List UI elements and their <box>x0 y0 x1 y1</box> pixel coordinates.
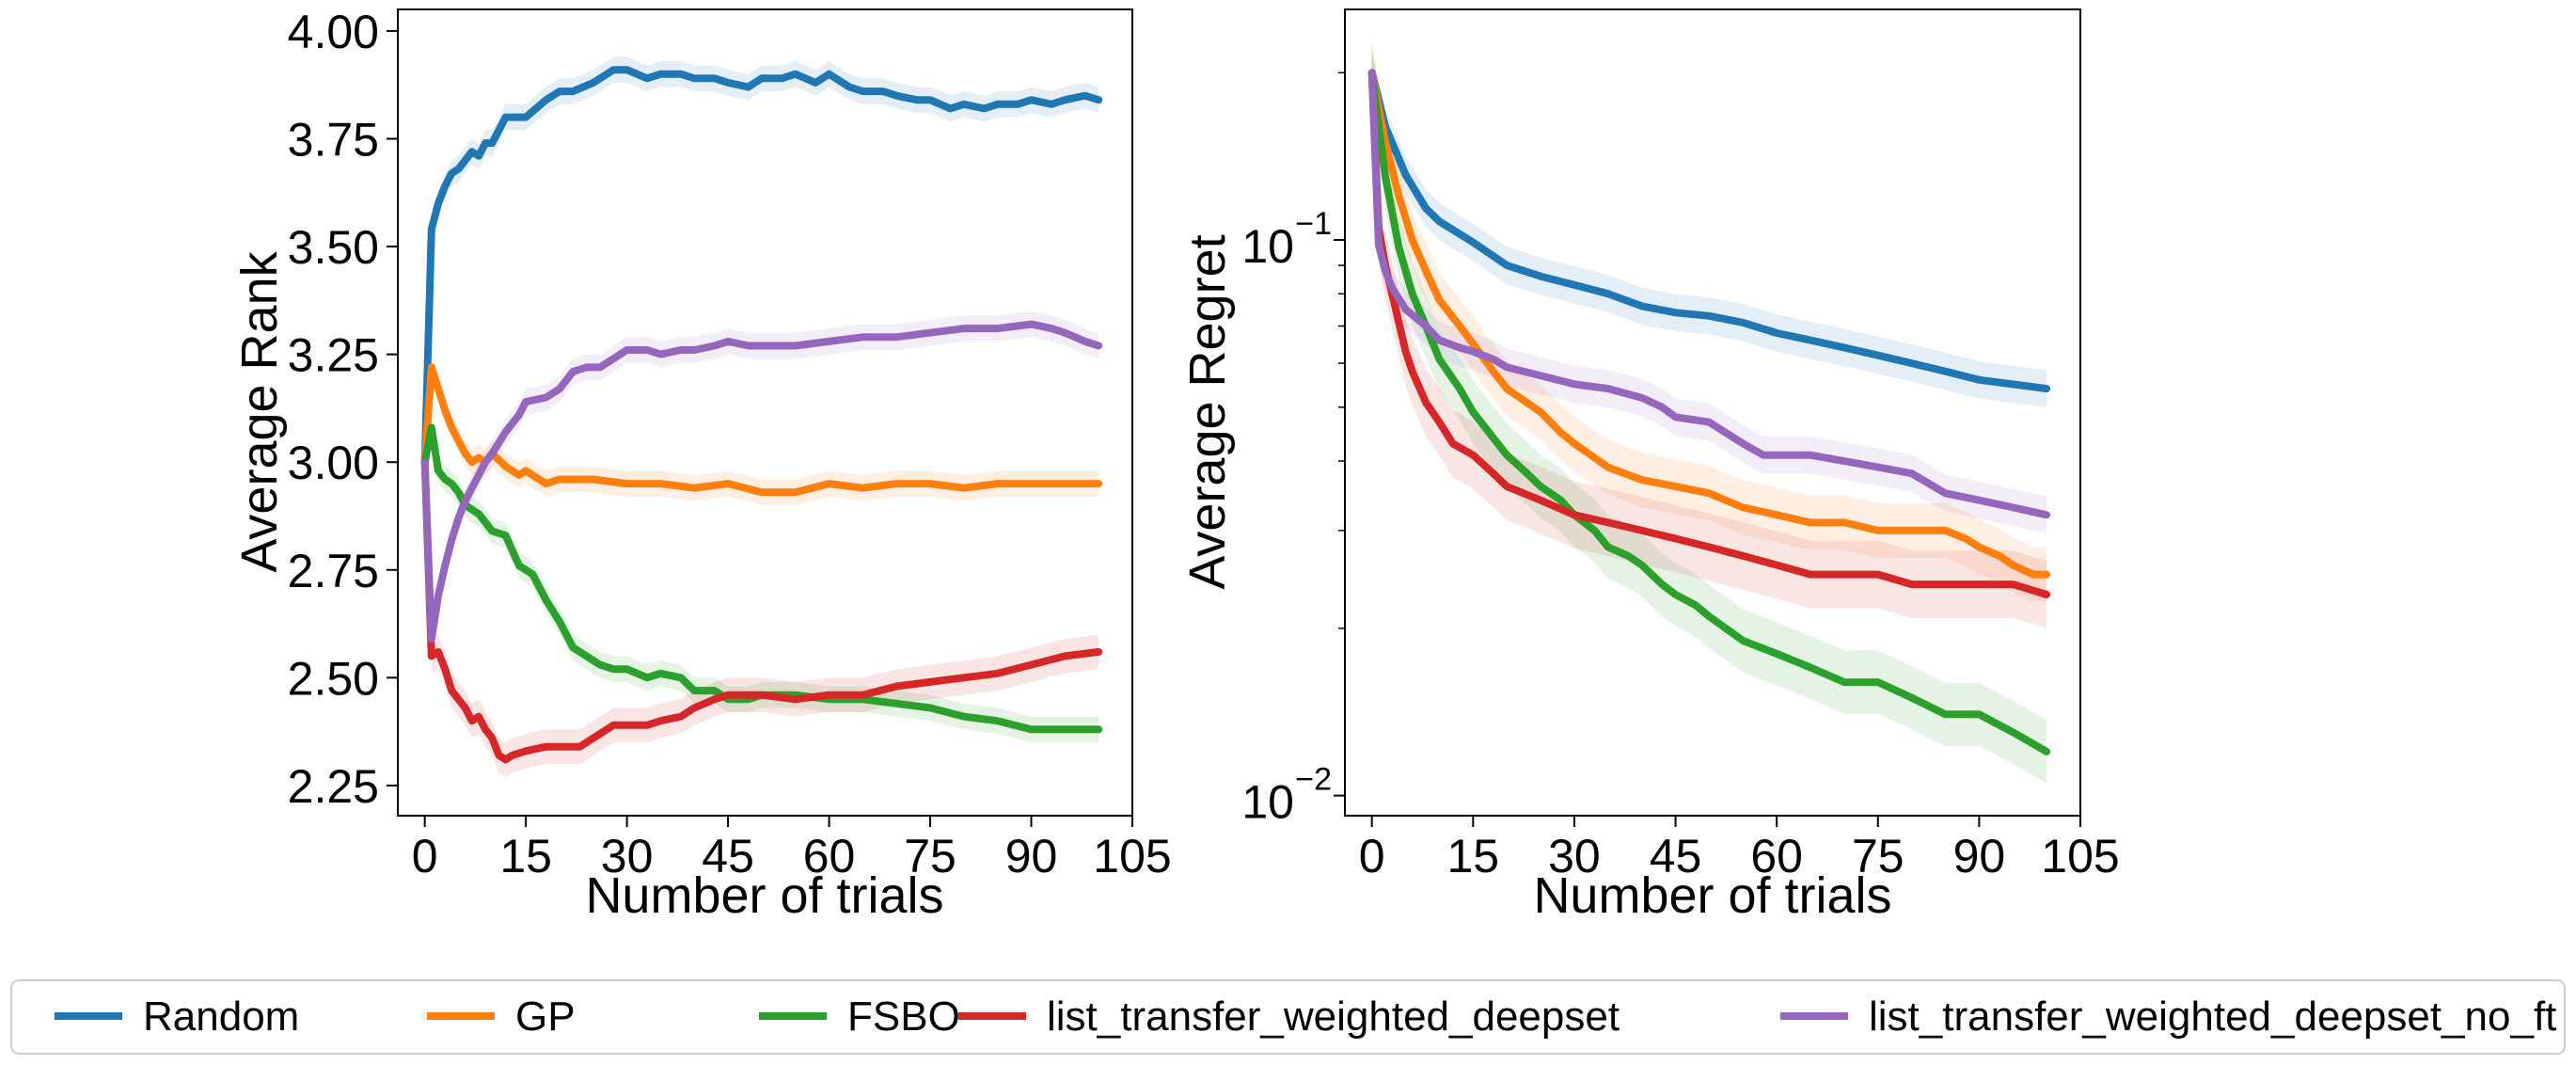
rank-x-tick-label: 105 <box>1093 830 1171 882</box>
regret-band-fsbo <box>1371 40 2047 784</box>
rank-band-list-transfer-weighted-deepset <box>424 444 1099 777</box>
legend-item-list-transfer-weighted-deepset: list_transfer_weighted_deepset <box>958 993 1620 1040</box>
rank-y-tick-label: 2.25 <box>288 760 379 813</box>
rank-x-tick-label: 60 <box>803 830 856 882</box>
rank-series-lines <box>420 66 1103 764</box>
regret-line-gp <box>1367 69 2051 579</box>
legend-label: list_transfer_weighted_deepset_no_ft <box>1869 993 2556 1040</box>
regret-x-tick-label: 90 <box>1953 830 2006 882</box>
legend-item-list-transfer-weighted-deepset-no-ft: list_transfer_weighted_deepset_no_ft <box>1780 993 2556 1040</box>
legend-label: list_transfer_weighted_deepset <box>1047 993 1620 1040</box>
regret-x-tick-label: 15 <box>1446 830 1499 882</box>
regret-line-fsbo <box>1367 69 2051 755</box>
rank-y-axis-label: Average Rank <box>231 250 288 572</box>
legend-label: Random <box>143 993 299 1040</box>
rank-y-ticks: 2.25 2.50 2.75 3.00 3.25 3.50 3.75 4.00 <box>288 6 398 813</box>
rank-x-axis-label: Number of trials <box>585 867 943 924</box>
rank-confidence-bands <box>424 56 1099 777</box>
rank-line-list-transfer-weighted-deepset <box>420 458 1103 764</box>
rank-line-gp <box>420 363 1103 497</box>
regret-x-tick-label: 30 <box>1548 830 1601 882</box>
rank-chart: 0 15 30 45 60 75 90 105 2.25 2.50 2.75 3.00 3.25 3.5… <box>231 6 1172 924</box>
regret-line-list-transfer-weighted-deepset <box>1367 69 2051 598</box>
rank-y-tick-label: 3.75 <box>288 113 379 166</box>
rank-x-tick-label: 75 <box>904 830 956 882</box>
regret-band-random <box>1371 54 2047 407</box>
regret-band-list-transfer-weighted-deepset-no-ft <box>1371 54 2047 533</box>
regret-y-tick-label: 10 <box>1241 220 1294 273</box>
rank-y-tick-label: 2.50 <box>288 652 379 705</box>
regret-x-tick-label: 60 <box>1750 830 1803 882</box>
regret-y-axis-label: Average Regret <box>1179 234 1236 589</box>
rank-x-tick-label: 15 <box>499 830 552 882</box>
regret-y-tick-label: 10 <box>1241 776 1294 829</box>
regret-x-tick-label: 105 <box>2041 830 2119 882</box>
rank-line-random <box>420 66 1103 467</box>
rank-line-list-transfer-weighted-deepset-no-ft <box>420 320 1103 644</box>
regret-chart: 0 15 30 45 60 75 90 105 10−110−2 Number of tria… <box>1179 8 2120 924</box>
regret-y-tick-exponent: −1 <box>1295 206 1332 242</box>
rank-y-tick-label: 4.00 <box>288 6 379 58</box>
rank-x-ticks: 0 15 30 45 60 75 90 105 <box>412 816 1172 882</box>
regret-band-list-transfer-weighted-deepset <box>1371 39 2047 628</box>
regret-x-ticks: 0 15 30 45 60 75 90 105 <box>1359 816 2120 882</box>
regret-x-tick-label: 75 <box>1852 830 1904 882</box>
regret-plot-frame <box>1344 8 2081 817</box>
regret-x-tick-label: 45 <box>1650 830 1702 882</box>
rank-plot-frame <box>397 8 1133 817</box>
legend: Random GP FSBO list_transfer_weighted_deeps… <box>10 979 2566 1055</box>
rank-x-tick-label: 0 <box>412 830 438 882</box>
rank-x-tick-label: 30 <box>601 830 654 882</box>
regret-y-tick-exponent: −2 <box>1295 762 1332 798</box>
legend-item-fsbo: FSBO <box>759 993 960 1040</box>
rank-x-tick-label: 45 <box>702 830 754 882</box>
rank-y-tick-label: 3.50 <box>288 221 379 274</box>
regret-x-tick-label: 0 <box>1359 830 1385 882</box>
rank-y-tick-label: 3.00 <box>288 437 379 489</box>
legend-item-gp: GP <box>427 993 576 1040</box>
rank-band-gp <box>424 354 1099 505</box>
legend-label: GP <box>515 993 576 1040</box>
legend-item-random: Random <box>55 993 299 1040</box>
regret-line-random <box>1367 69 2051 393</box>
regret-x-axis-label: Number of trials <box>1533 867 1891 924</box>
rank-y-tick-label: 3.25 <box>288 329 379 382</box>
regret-series-lines <box>1367 69 2051 755</box>
regret-y-ticks: 10−110−2 <box>1241 72 1345 829</box>
legend-label: FSBO <box>847 993 960 1040</box>
rank-y-tick-label: 2.75 <box>288 545 379 597</box>
regret-line-list-transfer-weighted-deepset-no-ft <box>1367 69 2051 519</box>
rank-x-tick-label: 90 <box>1005 830 1058 882</box>
legend-frame <box>10 979 2566 1055</box>
